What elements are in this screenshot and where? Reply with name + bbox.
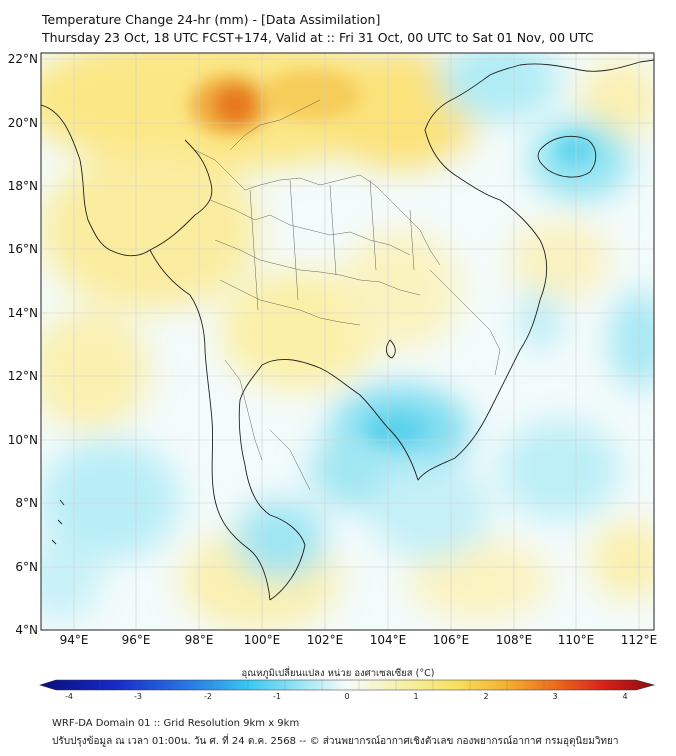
lat-label: 10°N <box>8 433 38 447</box>
lat-label: 14°N <box>8 306 38 320</box>
lat-label: 8°N <box>15 496 38 510</box>
lon-label: 104°E <box>370 633 407 647</box>
lat-label: 22°N <box>8 52 38 66</box>
colorbar: -4 -3 -2 -1 0 1 2 3 4 <box>38 679 656 701</box>
lon-label: 110°E <box>558 633 595 647</box>
coastlines <box>41 59 654 601</box>
lat-label: 16°N <box>8 242 38 256</box>
lon-label: 96°E <box>122 633 151 647</box>
map-panel: 22°N 20°N 18°N 16°N 14°N 12°N 10°N 8°N 6… <box>8 52 658 647</box>
colorbar-ramp <box>38 679 656 691</box>
lon-label: 102°E <box>307 633 344 647</box>
lon-label: 106°E <box>433 633 470 647</box>
lat-label: 12°N <box>8 369 38 383</box>
colorbar-tick: 4 <box>622 692 627 701</box>
lat-label: 18°N <box>8 179 38 193</box>
lat-label: 20°N <box>8 116 38 130</box>
colorbar-tick: 2 <box>483 692 488 701</box>
lon-label: 98°E <box>185 633 214 647</box>
temperature-field <box>41 53 654 630</box>
lon-label: 94°E <box>60 633 89 647</box>
chart-title: Temperature Change 24-hr (mm) - [Data As… <box>42 12 381 27</box>
province-borders <box>194 99 501 491</box>
temperature-map: 22°N 20°N 18°N 16°N 14°N 12°N 10°N 8°N 6… <box>8 52 658 647</box>
lon-label: 100°E <box>244 633 281 647</box>
latitude-axis: 22°N 20°N 18°N 16°N 14°N 12°N 10°N 8°N 6… <box>8 52 38 637</box>
colorbar-tick: 0 <box>344 692 349 701</box>
colorbar-tick: -4 <box>65 692 73 701</box>
colorbar-ticks: -4 -3 -2 -1 0 1 2 3 4 <box>65 692 628 701</box>
lon-label: 108°E <box>496 633 533 647</box>
footer-model-info: WRF-DA Domain 01 :: Grid Resolution 9km … <box>52 718 300 729</box>
footer-credit: ปรับปรุงข้อมูล ณ เวลา 01:00น. วัน ศ. ที่… <box>52 736 619 747</box>
colorbar-tick: 1 <box>413 692 418 701</box>
colorbar-tick: -3 <box>134 692 142 701</box>
colorbar-tick: -1 <box>273 692 281 701</box>
chart-subtitle: Thursday 23 Oct, 18 UTC FCST+174, Valid … <box>42 30 594 45</box>
colorbar-tick: 3 <box>552 692 557 701</box>
lat-label: 6°N <box>15 560 38 574</box>
lon-label: 112°E <box>621 633 658 647</box>
colorbar-title: อุณหภูมิเปลี่ยนแปลง หน่วย องศาเซลเซียส (… <box>241 668 435 679</box>
graticule <box>41 53 654 630</box>
colorbar-tick: -2 <box>204 692 212 701</box>
lat-label: 4°N <box>15 623 38 637</box>
longitude-axis: 94°E 96°E 98°E 100°E 102°E 104°E 106°E 1… <box>60 633 658 647</box>
